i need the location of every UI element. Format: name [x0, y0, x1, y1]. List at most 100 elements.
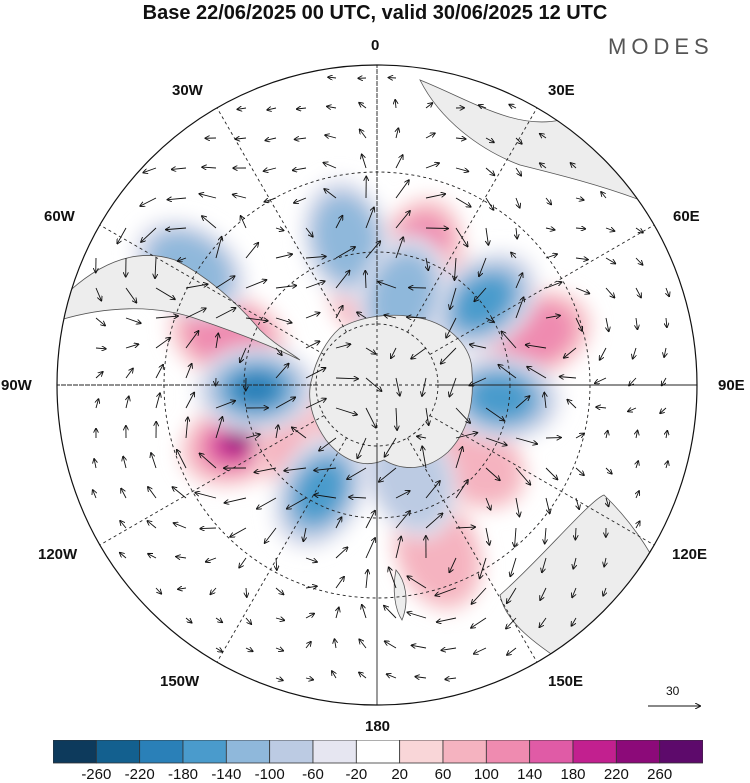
- wind-arrow-52: [516, 197, 520, 208]
- wind-arrow-222: [347, 467, 367, 479]
- wind-arrow-65: [395, 211, 410, 229]
- wind-arrow-9: [425, 103, 432, 109]
- wind-arrow-328: [275, 678, 283, 680]
- wind-arrow-229: [575, 467, 584, 475]
- wind-arrow-241: [314, 495, 337, 499]
- wind-arrow-321: [334, 639, 336, 649]
- wind-arrow-306: [275, 618, 284, 620]
- wind-arrow-281: [449, 557, 457, 572]
- wind-arrow-141: [335, 344, 350, 349]
- wind-arrow-23: [515, 137, 522, 144]
- wind-arrow-240: [287, 497, 307, 509]
- meridian-30: [407, 107, 538, 333]
- wind-arrow-135: [155, 338, 170, 349]
- wind-arrow-43: [233, 195, 247, 199]
- colorbar-tick-label: 20: [391, 766, 408, 783]
- wind-arrow-102: [365, 271, 366, 289]
- wind-arrow-26: [172, 168, 187, 169]
- wind-arrow-48: [395, 180, 409, 199]
- wind-arrow-30: [293, 168, 307, 170]
- wind-arrow-44: [264, 197, 277, 202]
- wind-arrow-91: [605, 257, 615, 264]
- wind-arrow-137: [216, 334, 218, 349]
- wind-arrow-180: [305, 399, 326, 409]
- lon-label-120w: 120W: [38, 546, 78, 563]
- colorbar-tick-label: 260: [647, 766, 673, 783]
- wind-arrow-191: [628, 408, 637, 411]
- wind-arrow-332: [387, 674, 397, 679]
- wind-arrow-202: [357, 437, 367, 458]
- wind-arrow-214: [123, 457, 126, 469]
- wind-arrow-116: [185, 308, 206, 319]
- colorbar-swatch-7: [355, 740, 401, 764]
- wind-arrow-49: [425, 194, 445, 199]
- wind-arrow-303: [185, 617, 192, 623]
- wind-arrow-112: [666, 287, 669, 296]
- wind-arrow-120: [305, 313, 320, 319]
- wind-arrow-324: [412, 645, 427, 648]
- wind-arrow-239: [257, 497, 277, 509]
- wind-arrow-254: [174, 523, 187, 529]
- colorbar-swatch-10: [485, 740, 531, 764]
- wind-arrow-171: [629, 377, 637, 385]
- wind-arrow-140: [305, 341, 319, 349]
- wind-arrow-122: [357, 312, 367, 319]
- wind-arrow-196: [186, 417, 188, 439]
- wind-arrow-192: [660, 407, 667, 413]
- wind-arrow-175: [155, 393, 160, 409]
- wind-arrow-68: [486, 227, 488, 245]
- wind-arrow-174: [126, 396, 129, 409]
- wind-arrow-215: [151, 453, 157, 469]
- wind-arrow-21: [455, 138, 466, 139]
- wind-arrow-149: [564, 347, 577, 358]
- wind-arrow-37: [515, 167, 521, 176]
- wind-arrow-11: [479, 105, 487, 108]
- wind-arrow-237: [195, 493, 217, 499]
- colorbar-swatch-9: [442, 740, 487, 764]
- colorbar-tick-label: -260: [81, 766, 112, 783]
- wind-arrow-118: [245, 318, 268, 321]
- low-anomaly-4-level-2: [315, 197, 377, 281]
- wind-arrow-234: [121, 489, 127, 499]
- wind-arrow-264: [485, 527, 489, 545]
- wind-arrow-298: [472, 587, 487, 604]
- wind-arrow-177: [215, 401, 235, 409]
- wind-arrow-170: [595, 377, 607, 383]
- wind-arrow-273: [206, 557, 217, 562]
- wind-arrow-139: [275, 347, 282, 355]
- wind-arrow-108: [545, 282, 562, 289]
- wind-arrow-155: [155, 365, 163, 379]
- wind-arrow-72: [605, 228, 614, 231]
- colorbar-swatch-13: [615, 740, 661, 764]
- colorbar-swatch-4: [225, 740, 271, 764]
- colorbar-tick-label: -60: [302, 766, 324, 783]
- wind-arrow-223: [379, 467, 397, 482]
- colorbar-tick-label: -100: [254, 766, 285, 783]
- wind-arrow-265: [515, 527, 516, 547]
- wind-arrow-327: [507, 647, 517, 655]
- wind-arrow-145: [441, 347, 457, 364]
- wind-arrow-4: [267, 108, 277, 110]
- wind-arrow-198: [245, 434, 260, 439]
- wind-arrow-186: [485, 407, 504, 421]
- colorbar-tick-label: 60: [434, 766, 452, 783]
- wind-arrow-53: [545, 197, 551, 204]
- colorbar-tick-label: 100: [473, 766, 499, 783]
- wind-arrow-161: [335, 378, 358, 379]
- wind-arrow-167: [498, 365, 517, 379]
- wind-arrow-275: [276, 557, 277, 570]
- wind-arrow-150: [600, 347, 607, 360]
- wind-arrow-299: [507, 587, 517, 603]
- wind-arrow-295: [389, 567, 397, 589]
- polar-map: [56, 64, 750, 735]
- meridian-150: [407, 437, 538, 663]
- wind-arrow-15: [265, 138, 277, 140]
- wind-arrow-8: [395, 100, 396, 109]
- wind-arrow-267: [575, 527, 576, 540]
- wind-arrow-249: [576, 497, 579, 509]
- wind-arrow-84: [395, 237, 403, 259]
- wind-arrow-40: [140, 197, 157, 206]
- wind-arrow-200: [292, 427, 307, 439]
- wind-arrow-79: [245, 243, 258, 259]
- wind-arrow-80: [275, 254, 292, 259]
